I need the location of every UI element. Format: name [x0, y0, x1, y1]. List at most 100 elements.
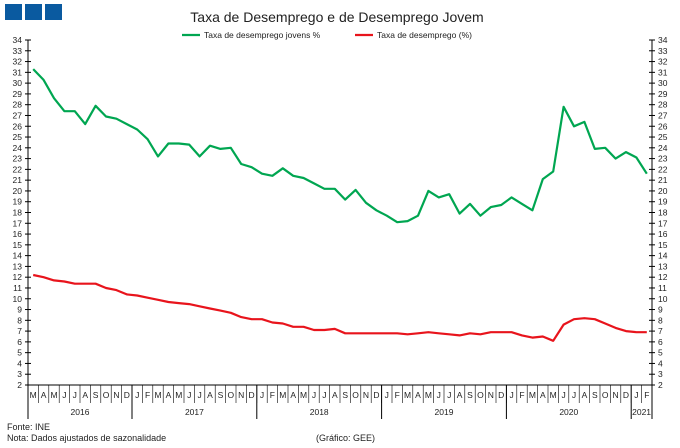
x-month-label: N [238, 390, 244, 400]
x-year-label: 2017 [185, 407, 204, 417]
y-tick-label-right: 11 [658, 283, 667, 293]
y-tick-label-right: 28 [658, 100, 668, 110]
legend-label: Taxa de desemprego (%) [377, 30, 472, 40]
x-month-label: D [623, 390, 629, 400]
x-month-label: D [498, 390, 504, 400]
x-month-label: S [93, 390, 99, 400]
x-month-label: O [103, 390, 110, 400]
x-month-label: F [644, 390, 649, 400]
x-month-label: A [290, 390, 296, 400]
y-tick-label-right: 5 [658, 348, 663, 358]
x-month-label: O [602, 390, 609, 400]
y-tick-label-right: 30 [658, 78, 668, 88]
x-month-label: M [404, 390, 411, 400]
y-tick-label-left: 34 [13, 35, 23, 45]
x-month-label: J [385, 390, 389, 400]
y-tick-label-left: 24 [13, 143, 23, 153]
series-line-unemployment [32, 273, 647, 342]
x-month-label: A [166, 390, 172, 400]
chart-title: Taxa de Desemprego e de Desemprego Jovem [190, 9, 483, 25]
y-tick-label-left: 15 [13, 240, 23, 250]
x-month-label: D [124, 390, 130, 400]
y-tick-label-left: 7 [17, 326, 22, 336]
y-tick-label-right: 8 [658, 315, 663, 325]
x-month-label: O [352, 390, 359, 400]
x-month-label: S [342, 390, 348, 400]
x-month-label: J [135, 390, 139, 400]
y-tick-label-right: 25 [658, 132, 668, 142]
x-month-label: M [529, 390, 536, 400]
x-month-label: J [572, 390, 576, 400]
x-month-label: O [477, 390, 484, 400]
x-month-label: F [145, 390, 150, 400]
y-tick-label-left: 12 [13, 272, 23, 282]
y-tick-label-right: 27 [658, 110, 668, 120]
y-tick-label-left: 10 [13, 294, 23, 304]
y-tick-label-left: 17 [13, 218, 23, 228]
y-tick-label-right: 21 [658, 175, 668, 185]
x-month-label: F [395, 390, 400, 400]
y-tick-label-left: 23 [13, 154, 23, 164]
y-tick-label-right: 12 [658, 272, 668, 282]
y-tick-label-left: 16 [13, 229, 23, 239]
x-month-label: J [312, 390, 316, 400]
y-tick-label-left: 25 [13, 132, 23, 142]
x-month-label: S [467, 390, 473, 400]
y-tick-label-left: 26 [13, 121, 23, 131]
y-tick-label-left: 18 [13, 208, 23, 218]
y-tick-label-right: 24 [658, 143, 668, 153]
y-tick-label-right: 31 [658, 67, 668, 77]
x-year-label: 2019 [435, 407, 454, 417]
y-tick-label-right: 34 [658, 35, 668, 45]
x-month-label: N [613, 390, 619, 400]
y-tick-label-right: 13 [658, 261, 668, 271]
x-month-label: S [592, 390, 598, 400]
y-tick-label-right: 4 [658, 358, 663, 368]
y-tick-label-left: 14 [13, 251, 23, 261]
logo-block-2 [25, 4, 42, 20]
y-tick-label-right: 22 [658, 164, 668, 174]
y-tick-label-right: 6 [658, 337, 663, 347]
x-month-label: J [187, 390, 191, 400]
x-year-label: 2016 [71, 407, 90, 417]
y-tick-label-left: 3 [17, 369, 22, 379]
x-month-label: N [488, 390, 494, 400]
y-tick-label-left: 27 [13, 110, 23, 120]
y-tick-label-right: 2 [658, 380, 663, 390]
y-tick-label-left: 11 [13, 283, 22, 293]
x-month-label: M [279, 390, 286, 400]
x-month-label: M [550, 390, 557, 400]
y-tick-label-right: 3 [658, 369, 663, 379]
y-tick-label-left: 2 [17, 380, 22, 390]
y-tick-label-left: 28 [13, 100, 23, 110]
x-month-label: J [437, 390, 441, 400]
y-tick-label-right: 33 [658, 46, 668, 56]
y-tick-label-right: 10 [658, 294, 668, 304]
y-tick-label-left: 33 [13, 46, 23, 56]
y-tick-label-left: 30 [13, 78, 23, 88]
x-month-label: J [62, 390, 66, 400]
y-tick-label-right: 19 [658, 197, 668, 207]
x-month-label: J [260, 390, 264, 400]
x-year-label: 2021 [632, 407, 651, 417]
x-month-label: A [82, 390, 88, 400]
y-tick-label-left: 8 [17, 315, 22, 325]
x-month-label: M [175, 390, 182, 400]
logo-block-1 [5, 4, 22, 20]
x-month-label: N [363, 390, 369, 400]
y-tick-label-right: 15 [658, 240, 668, 250]
x-month-label: M [30, 390, 37, 400]
x-month-label: M [425, 390, 432, 400]
y-tick-label-right: 17 [658, 218, 668, 228]
x-month-label: D [249, 390, 255, 400]
y-tick-label-right: 23 [658, 154, 668, 164]
x-month-label: A [457, 390, 463, 400]
legend-label: Taxa de desemprego jovens % [204, 30, 321, 40]
y-tick-label-left: 9 [17, 305, 22, 315]
footer-note: Nota: Dados ajustados de sazonalidade [7, 433, 167, 443]
x-month-label: J [634, 390, 638, 400]
x-month-label: N [113, 390, 119, 400]
y-tick-label-right: 9 [658, 305, 663, 315]
y-tick-label-left: 22 [13, 164, 23, 174]
